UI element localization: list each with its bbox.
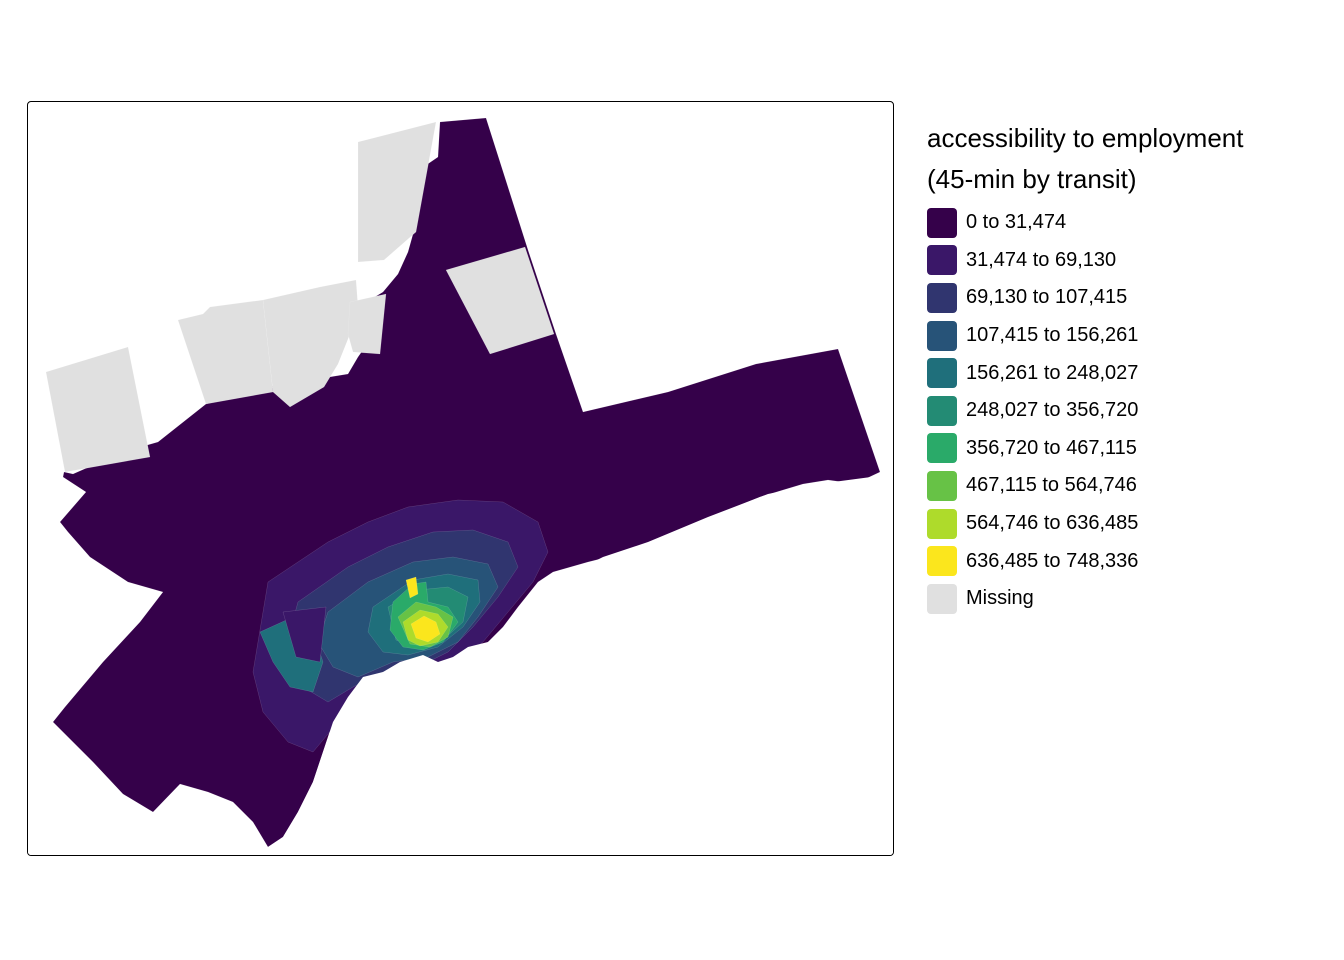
legend-label: 356,720 to 467,115 bbox=[966, 436, 1137, 459]
legend-label: 636,485 to 748,336 bbox=[966, 549, 1139, 572]
legend-item: 467,115 to 564,746 bbox=[927, 467, 1327, 505]
legend-swatch bbox=[927, 470, 957, 501]
legend-label: 107,415 to 156,261 bbox=[966, 324, 1139, 347]
legend-label: 31,474 to 69,130 bbox=[966, 248, 1117, 271]
legend-item: 156,261 to 248,027 bbox=[927, 354, 1327, 392]
legend-item: Missing bbox=[927, 580, 1327, 618]
legend-item: 248,027 to 356,720 bbox=[927, 392, 1327, 430]
legend-label: 0 to 31,474 bbox=[966, 211, 1067, 234]
legend-swatch bbox=[927, 207, 957, 238]
legend-item: 356,720 to 467,115 bbox=[927, 430, 1327, 468]
legend-title-line-2: (45-min by transit) bbox=[927, 164, 1137, 194]
legend-title-line-1: accessibility to employment bbox=[927, 123, 1244, 153]
legend-item: 564,746 to 636,485 bbox=[927, 505, 1327, 543]
choropleth-map[interactable] bbox=[28, 102, 894, 856]
legend-label: 248,027 to 356,720 bbox=[966, 399, 1139, 422]
region-class-10 bbox=[410, 615, 441, 643]
legend-item: 0 to 31,474 bbox=[927, 204, 1327, 242]
legend-swatch bbox=[927, 320, 957, 351]
legend-swatch bbox=[927, 546, 957, 577]
legend-swatch bbox=[927, 583, 957, 614]
missing-region-6 bbox=[445, 246, 555, 355]
legend-swatch bbox=[927, 395, 957, 426]
missing-region-3 bbox=[262, 279, 359, 408]
missing-region-2 bbox=[177, 299, 274, 405]
missing-region-5 bbox=[357, 121, 437, 263]
legend-swatch bbox=[927, 433, 957, 464]
legend-items: 0 to 31,474 31,474 to 69,130 69,130 to 1… bbox=[927, 204, 1327, 618]
legend-label: Missing bbox=[966, 587, 1034, 610]
region-class-2-west bbox=[282, 606, 327, 663]
legend-swatch bbox=[927, 245, 957, 276]
map-panel[interactable] bbox=[27, 101, 894, 856]
legend-item: 107,415 to 156,261 bbox=[927, 317, 1327, 355]
legend-swatch bbox=[927, 358, 957, 389]
region-class-10-north bbox=[405, 576, 419, 599]
legend-item: 31,474 to 69,130 bbox=[927, 242, 1327, 280]
legend-label: 156,261 to 248,027 bbox=[966, 361, 1139, 384]
missing-region-1 bbox=[45, 346, 151, 473]
legend-swatch bbox=[927, 508, 957, 539]
legend-item: 69,130 to 107,415 bbox=[927, 279, 1327, 317]
map-legend: accessibility to employment (45-min by t… bbox=[927, 118, 1327, 618]
legend-item: 636,485 to 748,336 bbox=[927, 542, 1327, 580]
legend-label: 467,115 to 564,746 bbox=[966, 474, 1137, 497]
shoreline-water bbox=[28, 474, 893, 855]
missing-region-4 bbox=[347, 293, 387, 355]
legend-swatch bbox=[927, 282, 957, 313]
legend-label: 564,746 to 636,485 bbox=[966, 512, 1139, 535]
legend-label: 69,130 to 107,415 bbox=[966, 286, 1128, 309]
